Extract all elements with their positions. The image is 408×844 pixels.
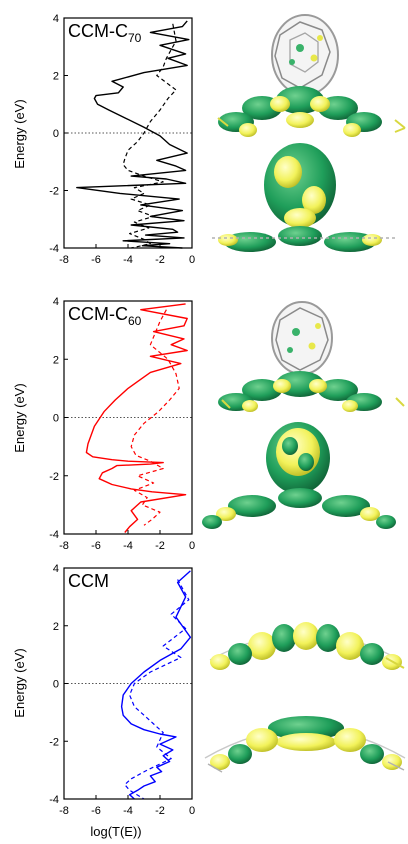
ccm-c60-series-dashed (130, 309, 180, 526)
ccm-c60-y-tick-label: -4 (49, 529, 59, 541)
ccm-c70-y-tick-label: 0 (53, 128, 59, 140)
c70-homo-lobes (212, 143, 398, 252)
c60-lumo-lobes (218, 371, 405, 412)
ccm-x-tick-label: -8 (59, 805, 69, 817)
ccm-series-solid (120, 570, 192, 800)
panel-ccm-c70: -4 -2 0 2 4 -8 -6 -4 -2 0 CCM-C70 (49, 13, 195, 266)
ccm-x-tick-label: -2 (155, 805, 165, 817)
ccm-x-tick-label: -4 (123, 805, 133, 817)
ccm-c70-y-tick-label: -4 (49, 243, 59, 255)
ccm-c70-x-tick-label: -8 (59, 254, 69, 266)
x-axis-label: log(T(E)) (90, 824, 141, 839)
ccm-y-tick-label: 0 (53, 679, 59, 691)
ccm-c60-y-tick-label: 4 (53, 296, 59, 308)
c60-homo-lobes (202, 422, 396, 529)
ccm-y-tick-label: 2 (53, 621, 59, 633)
ccm-c60-y-tick-label: 0 (53, 413, 59, 425)
c70-lumo-lobes (217, 86, 406, 137)
panel-ccm: -4 -2 0 2 4 -8 -6 -4 -2 0 CCM (49, 563, 195, 817)
ccm-c60-x-tick-label: -8 (59, 540, 69, 552)
ccm-c60-orbital-renders (202, 301, 405, 529)
ccm-c70-y-tick-label: -2 (49, 186, 59, 198)
ccm-c60-x-tick-label: -6 (91, 540, 101, 552)
ccm-c70-x-tick-label: -2 (155, 254, 165, 266)
ccm-lumo-lobes (209, 622, 405, 670)
ccm-c60-x-tick-label: -4 (123, 540, 133, 552)
ccm-c70-y-tick-label: 4 (53, 13, 59, 25)
ccm-homo-lobes (204, 716, 406, 773)
ccm-c60-x-tick-label: 0 (189, 540, 195, 552)
ccm-c60-panel-title: CCM-C60 (68, 304, 142, 328)
y-axis-label-bottom: Energy (eV) (12, 648, 27, 717)
c60-cage-render (271, 301, 333, 375)
ccm-c70-series-dashed (122, 23, 177, 249)
y-axis-label-top: Energy (eV) (12, 99, 27, 168)
ccm-c60-x-tick-label: -2 (155, 540, 165, 552)
ccm-c70-series-solid (76, 20, 190, 249)
ccm-c60-y-tick-label: 2 (53, 354, 59, 366)
ccm-x-tick-label: 0 (189, 805, 195, 817)
ccm-c70-x-tick-label: -4 (123, 254, 133, 266)
ccm-x-tick-label: -6 (91, 805, 101, 817)
ccm-y-tick-label: -4 (49, 794, 59, 806)
ccm-c60-series-solid (85, 303, 188, 533)
y-axis-label-middle: Energy (eV) (12, 383, 27, 452)
ccm-c70-x-tick-label: 0 (189, 254, 195, 266)
ccm-orbital-renders (204, 622, 406, 773)
panel-ccm-c60: -4 -2 0 2 4 -8 -6 -4 -2 0 CCM-C60 (49, 296, 195, 552)
ccm-c70-orbital-renders (212, 14, 406, 252)
ccm-c60-y-tick-label: -2 (49, 471, 59, 483)
c70-cage-render (271, 14, 339, 96)
ccm-panel-title: CCM (68, 571, 109, 591)
ccm-c70-y-tick-label: 2 (53, 71, 59, 83)
ccm-y-tick-label: 4 (53, 563, 59, 575)
ccm-c70-x-tick-label: -6 (91, 254, 101, 266)
ccm-c70-panel-title: CCM-C70 (68, 21, 142, 45)
ccm-series-dashed (124, 579, 190, 800)
ccm-y-tick-label: -2 (49, 736, 59, 748)
